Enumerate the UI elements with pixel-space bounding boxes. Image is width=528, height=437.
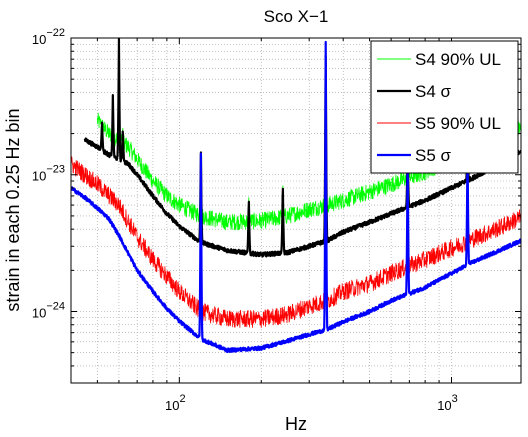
series-layer — [71, 38, 521, 354]
legend-label: S5 σ — [415, 146, 452, 165]
legend-label: S4 σ — [415, 82, 452, 101]
legend-label: S4 90% UL — [415, 50, 501, 69]
series-line — [71, 41, 521, 328]
legend-label: S5 90% UL — [415, 114, 501, 133]
series-line — [83, 38, 521, 258]
series-line — [71, 40, 521, 354]
plot-frame — [70, 37, 522, 384]
legend-box — [370, 40, 519, 174]
y-tick-label: 10−23 — [32, 164, 65, 184]
axis-ticks: 102 103 10−22 10−23 10−24 — [32, 27, 521, 413]
y-tick-label: 10−24 — [32, 300, 65, 320]
y-tick-label: 10−22 — [32, 27, 65, 47]
x-tick-label: 102 — [165, 393, 186, 413]
chart-title: Sco X−1 — [264, 7, 329, 26]
x-tick-label: 103 — [437, 393, 458, 413]
x-axis-title: Hz — [285, 414, 307, 434]
legend: S4 90% UL S4 σ S5 90% UL S5 σ — [370, 40, 519, 174]
y-axis-title: strain in each 0.25 Hz bin — [3, 108, 23, 311]
